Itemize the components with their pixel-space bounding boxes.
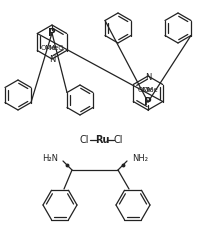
- Text: H₂N: H₂N: [42, 153, 58, 162]
- Text: NH₂: NH₂: [131, 153, 147, 162]
- Text: P: P: [143, 97, 151, 107]
- Text: N: N: [144, 73, 151, 82]
- Text: OMe: OMe: [40, 44, 56, 51]
- Text: Cl: Cl: [113, 135, 122, 145]
- Text: MeO: MeO: [48, 44, 63, 51]
- Text: OMe: OMe: [137, 86, 152, 93]
- Text: P: P: [48, 28, 55, 38]
- Text: Ru: Ru: [94, 135, 109, 145]
- Text: N: N: [49, 55, 55, 63]
- Text: Cl: Cl: [79, 135, 88, 145]
- Text: OMe: OMe: [142, 86, 158, 93]
